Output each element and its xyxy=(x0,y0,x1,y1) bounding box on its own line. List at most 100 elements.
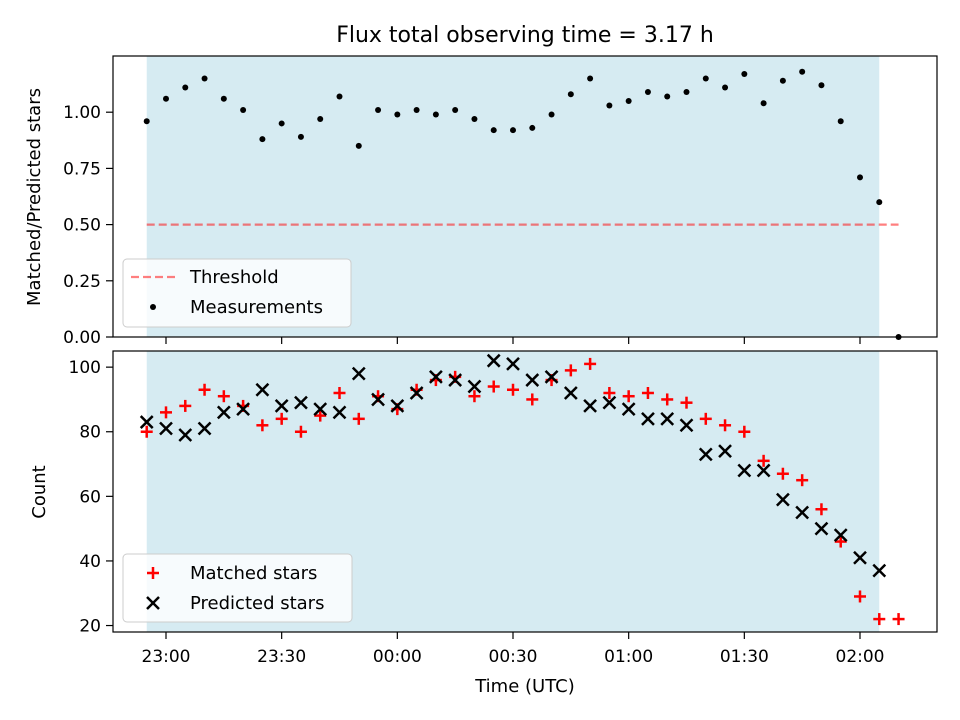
matched-star-point xyxy=(275,412,288,425)
measurement-point xyxy=(471,115,478,122)
predicted-legend-swatch xyxy=(146,596,160,610)
predicted-star-point xyxy=(506,357,520,371)
predicted-star-point xyxy=(351,366,366,381)
predicted-star-point xyxy=(853,550,867,565)
x-tick-label: 23:30 xyxy=(257,647,306,667)
top-y-axis-label: Matched/Predicted stars xyxy=(24,88,45,306)
predicted-star-point xyxy=(776,492,790,507)
predicted-star-point xyxy=(139,415,154,429)
matched-star-point xyxy=(661,393,674,406)
measurement-point xyxy=(625,97,632,104)
y-tick-label: 40 xyxy=(79,552,101,572)
measurement-point xyxy=(143,118,150,125)
measurement-point xyxy=(432,111,439,118)
predicted-star-point xyxy=(197,421,212,436)
predicted-star-point xyxy=(429,369,443,384)
matched-star-point xyxy=(892,613,905,626)
measurement-point xyxy=(799,68,806,75)
matched-star-point xyxy=(217,390,230,403)
predicted-star-point xyxy=(660,411,675,426)
predicted-star-point xyxy=(544,369,559,384)
predicted-star-point xyxy=(159,421,173,436)
predicted-star-point xyxy=(390,399,405,413)
matched-star-point xyxy=(564,364,577,377)
measurement-point xyxy=(220,95,227,102)
matched-legend-label: Matched stars xyxy=(190,563,317,584)
measurements-legend-swatch xyxy=(150,304,156,310)
measurement-point xyxy=(664,93,671,100)
matched-star-point xyxy=(738,425,751,438)
matched-star-point xyxy=(873,613,886,626)
predicted-star-point xyxy=(795,505,810,520)
y-tick-label: 0.50 xyxy=(63,216,101,236)
predicted-star-point xyxy=(216,405,231,420)
matched-star-point xyxy=(140,425,153,438)
predicted-star-point xyxy=(641,411,655,426)
measurement-point xyxy=(606,102,613,109)
predicted-star-point xyxy=(814,521,829,536)
measurement-point xyxy=(529,124,536,131)
x-tick-label: 01:30 xyxy=(720,647,769,667)
measurement-point xyxy=(702,75,709,82)
predicted-star-point xyxy=(371,392,385,407)
bottom-y-axis-label: Count xyxy=(29,465,50,518)
star-counts-layer xyxy=(139,353,905,626)
measurement-point xyxy=(548,111,555,118)
bottom-legend: Matched stars Predicted stars xyxy=(122,553,353,623)
predicted-legend-label: Predicted stars xyxy=(190,593,324,614)
measurement-point xyxy=(857,174,863,181)
y-tick-label: 0.75 xyxy=(63,159,101,179)
predicted-star-point xyxy=(833,528,848,542)
predicted-star-point xyxy=(274,399,289,413)
measurement-point xyxy=(413,106,420,113)
measurement-point xyxy=(876,199,883,206)
matched-star-point xyxy=(487,380,500,393)
measurements-legend-label: Measurements xyxy=(190,297,323,318)
predicted-star-point xyxy=(698,447,713,462)
matched-star-point xyxy=(507,383,519,396)
matched-star-point xyxy=(757,454,770,467)
bottom-panel: 20 40 60 80 100 23:00 23:30 00:00 00:30 01:00 01:… xyxy=(29,350,938,697)
predicted-star-point xyxy=(255,382,270,397)
measurement-point xyxy=(259,136,266,143)
y-tick-label: 0.00 xyxy=(63,328,101,348)
x-axis-label: Time (UTC) xyxy=(474,676,575,697)
top-panel-frame xyxy=(112,55,938,338)
matched-legend-swatch xyxy=(147,567,159,579)
matched-star-point xyxy=(198,383,211,396)
measurement-point xyxy=(741,70,748,77)
measurement-point xyxy=(201,75,208,82)
predicted-star-point xyxy=(448,373,463,387)
predicted-star-point xyxy=(737,463,752,478)
predicted-star-point xyxy=(872,563,887,578)
measurement-point xyxy=(394,111,401,118)
predicted-star-point xyxy=(332,405,347,420)
matched-star-point xyxy=(179,399,192,412)
x-tick-label: 23:00 xyxy=(142,647,191,667)
top-x-axis-ticks xyxy=(165,337,861,344)
measurement-point xyxy=(587,75,594,82)
measurement-point xyxy=(297,133,304,140)
measurement-point xyxy=(163,95,169,102)
predicted-star-point xyxy=(756,463,771,478)
measurement-point xyxy=(722,84,729,91)
predicted-star-point xyxy=(679,418,694,433)
matched-star-point xyxy=(834,535,847,548)
matched-star-point xyxy=(294,425,307,438)
top-legend-box xyxy=(122,258,352,328)
x-tick-label: 02:00 xyxy=(836,647,885,667)
matched-star-point xyxy=(815,503,828,516)
measurement-point xyxy=(779,77,786,84)
predicted-star-point xyxy=(563,386,578,400)
predicted-star-point xyxy=(718,444,732,459)
measurement-point xyxy=(837,118,844,125)
matched-star-point xyxy=(641,386,654,399)
measurement-point xyxy=(278,120,285,127)
predicted-star-point xyxy=(583,399,597,413)
predicted-star-point xyxy=(236,402,250,417)
matched-star-point xyxy=(699,412,712,425)
y-tick-label: 100 xyxy=(69,358,101,378)
measurement-point xyxy=(567,91,574,98)
predicted-star-point xyxy=(486,353,501,368)
